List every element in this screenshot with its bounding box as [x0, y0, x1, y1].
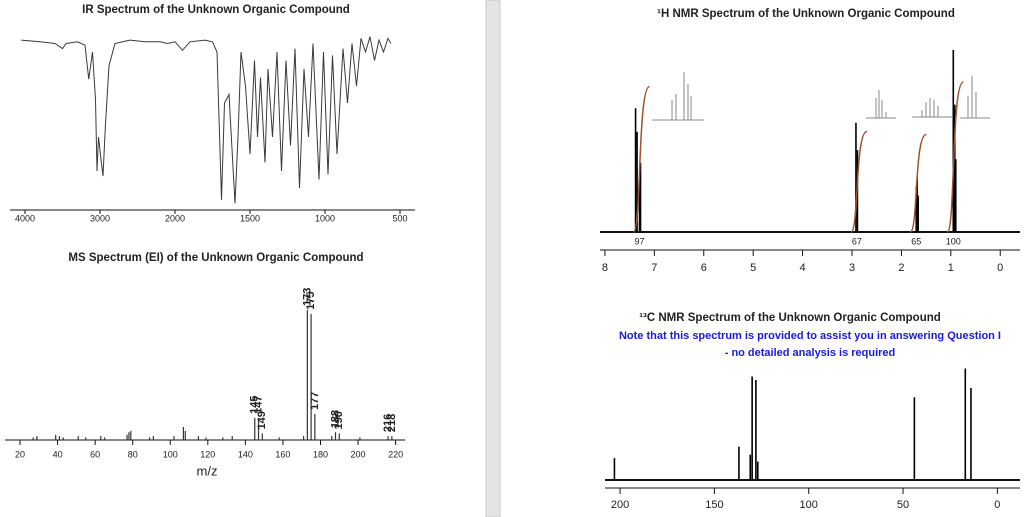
- ir-trace: [21, 36, 392, 204]
- x-tick-label: 150: [705, 499, 723, 511]
- inset: [912, 98, 952, 118]
- x-tick-label: 140: [238, 449, 253, 459]
- ir-title: IR Spectrum of the Unknown Organic Compo…: [82, 4, 350, 16]
- x-tick-label: 1000: [315, 213, 335, 223]
- integral-curve: [909, 133, 927, 233]
- x-tick-label: 0: [997, 262, 1003, 274]
- inset: [960, 76, 990, 119]
- x-tick-label: 2000: [165, 213, 185, 223]
- x-tick-label: 5: [750, 262, 756, 274]
- x-tick-label: 40: [53, 449, 63, 459]
- x-tick-label: 100: [163, 449, 178, 459]
- peak-label: 145: [249, 396, 261, 414]
- c-nmr-title: ¹³C NMR Spectrum of the Unknown Organic …: [639, 312, 941, 324]
- x-tick-label: 100: [800, 499, 818, 511]
- x-tick-label: 220: [388, 449, 403, 459]
- ms-x-label: m/z: [197, 463, 218, 478]
- x-tick-label: 7: [651, 262, 657, 274]
- x-tick-label: 1: [948, 262, 954, 274]
- x-tick-label: 8: [602, 262, 608, 274]
- x-tick-label: 60: [90, 449, 100, 459]
- c-nmr-note: - no detailed analysis is required: [725, 347, 896, 359]
- integral-label: 67: [852, 236, 862, 246]
- x-tick-label: 200: [611, 499, 629, 511]
- x-tick-label: 80: [128, 449, 138, 459]
- x-tick-label: 3000: [90, 213, 110, 223]
- integral-label: 100: [946, 236, 961, 246]
- integral-curve: [850, 130, 868, 233]
- peak-label: 175: [305, 292, 317, 310]
- x-tick-label: 160: [275, 449, 290, 459]
- x-tick-label: 4000: [15, 213, 35, 223]
- x-tick-label: 50: [897, 499, 909, 511]
- x-tick-label: 500: [392, 213, 407, 223]
- integral-curve: [946, 81, 965, 233]
- x-tick-label: 4: [800, 262, 806, 274]
- x-tick-label: 0: [994, 499, 1000, 511]
- x-tick-label: 1500: [240, 213, 260, 223]
- peak-label: 216: [382, 414, 394, 432]
- x-tick-label: 120: [200, 449, 215, 459]
- divider: [485, 0, 501, 517]
- x-tick-label: 3: [849, 262, 855, 274]
- peak-label: 147: [252, 396, 264, 414]
- multiplet-insets: [652, 72, 990, 121]
- x-tick-label: 180: [313, 449, 328, 459]
- x-tick-label: 200: [351, 449, 366, 459]
- c-nmr-note: Note that this spectrum is provided to a…: [619, 330, 1001, 342]
- peak-label: 177: [309, 392, 321, 410]
- integral-curve: [632, 85, 651, 233]
- peak-label: 149: [256, 411, 268, 429]
- x-tick-label: 20: [15, 449, 25, 459]
- inset: [652, 72, 704, 121]
- ms-title: MS Spectrum (EI) of the Unknown Organic …: [68, 252, 363, 264]
- h-nmr-title: ¹H NMR Spectrum of the Unknown Organic C…: [657, 8, 955, 20]
- peak-label: 188: [329, 410, 341, 428]
- integral-label: 65: [911, 236, 921, 246]
- x-tick-label: 2: [898, 262, 904, 274]
- peak-label: 173: [301, 288, 313, 306]
- peak-label: 218: [386, 414, 398, 432]
- peak-label: 190: [333, 411, 345, 429]
- inset: [866, 90, 896, 119]
- x-tick-label: 6: [701, 262, 707, 274]
- integral-label: 97: [635, 236, 645, 246]
